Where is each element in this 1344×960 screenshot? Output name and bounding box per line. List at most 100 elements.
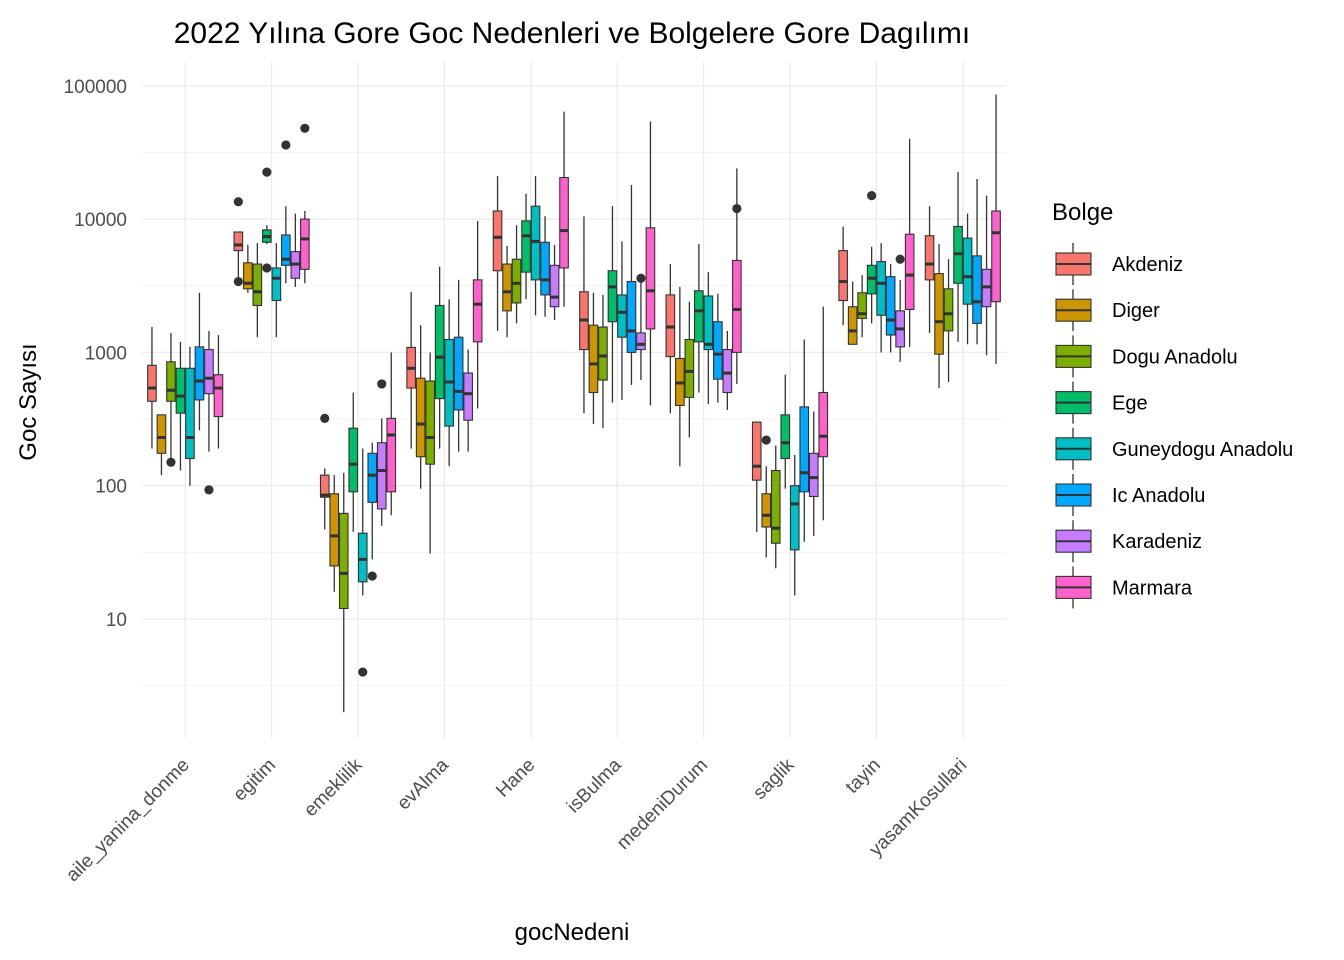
outlier-point [367,571,377,581]
x-tick-label: tayin [842,755,885,798]
box [885,276,896,336]
box [233,231,244,252]
box [319,474,330,498]
box [156,414,167,454]
series-karadeniz [204,195,992,536]
box [329,493,340,567]
outlier-point [895,254,905,264]
outlier-point [281,140,291,150]
box [549,264,560,308]
x-tick-label: evAlma [393,754,453,814]
outlier-point [761,435,771,445]
box [434,304,445,400]
box [357,532,368,583]
legend-item: Ic Anadolu [1055,474,1205,516]
box [838,250,848,302]
outlier-point [867,191,877,201]
outlier-point [636,273,646,283]
x-axis: aile_yanina_donme egitim emeklilik evAlma Ha… [62,754,971,886]
series-akdeniz [147,176,935,532]
legend-label: Diger [1112,300,1160,322]
series-diger [156,244,944,592]
box [521,220,531,273]
box [367,452,378,503]
box [204,349,214,395]
chart-title: 2022 Yılına Gore Goc Nedenleri ve Bolgel… [174,17,971,50]
box [386,417,397,493]
legend: Bolge Akdeniz Diger Dogu Anadolu Ege Guneydo… [1052,199,1293,609]
outlier-point [262,263,272,273]
box [213,374,224,418]
box [876,261,886,316]
box [924,235,935,281]
box [722,349,733,394]
box [492,210,503,272]
x-tick-label: aile_yanina_donme [62,755,193,886]
outlier-point [358,667,368,677]
legend-label: Karadeniz [1112,531,1202,553]
box [617,294,627,338]
y-axis: 10 100 1000 10000 100000 [64,77,127,631]
series-guneydogu-anadolu [185,176,973,677]
box [502,263,512,312]
legend-label: Ege [1112,393,1148,415]
x-tick-label: medeniDurum [613,755,712,854]
outlier-point [233,276,243,287]
outlier-point [166,457,176,467]
y-tick-label: 10000 [74,210,127,231]
box [598,326,608,381]
box [694,290,704,343]
grid [142,62,1006,738]
box [713,321,723,380]
box [243,262,253,290]
box [425,380,435,465]
box [972,255,982,324]
box [415,377,426,458]
legend-item: Ege [1055,381,1148,424]
outlier-point [233,197,243,207]
legend-item: Guneydogu Anadolu [1055,427,1293,470]
box [684,338,695,398]
box [463,372,473,421]
series-ege [175,167,963,532]
legend-label: Dogu Anadolu [1112,346,1238,368]
box [645,227,656,330]
box [166,361,176,402]
box [770,469,781,544]
series-ic-anadolu [194,140,982,581]
box [943,288,954,332]
box [453,336,464,411]
legend-item: Marmara [1055,566,1193,609]
x-tick-label: emeklilik [300,754,367,821]
box [732,259,742,353]
box [607,270,618,323]
plot-area [147,94,1001,713]
y-tick-label: 100 [95,477,127,498]
box [530,205,541,281]
box [175,367,186,414]
box [789,485,800,551]
y-tick-label: 100000 [64,77,127,98]
legend-label: Ic Anadolu [1112,485,1205,507]
outlier-point [262,167,272,177]
box [799,406,810,493]
legend-label: Marmara [1112,577,1193,599]
box [559,176,569,269]
legend-title: Bolge [1052,199,1113,226]
box [808,452,819,498]
legend-item: Diger [1055,289,1160,332]
box [626,281,637,353]
box [904,233,915,310]
legend-label: Guneydogu Anadolu [1112,439,1293,461]
box [376,442,387,510]
x-tick-label: saglik [749,754,799,804]
box [780,414,791,460]
outlier-point [300,123,310,133]
box [818,391,829,458]
box [962,237,973,305]
x-axis-title: gocNedeni [515,919,630,946]
y-axis-title: Goc Sayısı [15,343,42,460]
box [194,346,205,401]
box [252,263,263,307]
box [991,210,1001,303]
